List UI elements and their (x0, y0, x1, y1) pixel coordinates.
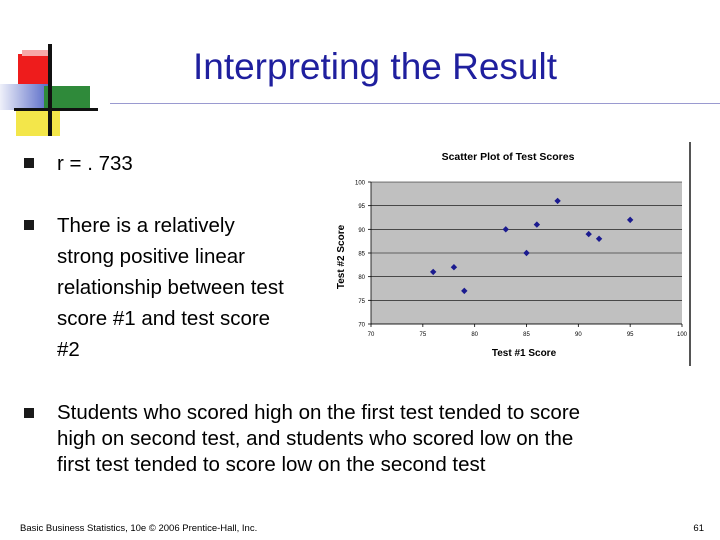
x-tick-label: 70 (368, 332, 375, 338)
bullet-text-2: There is a relatively strong positive li… (57, 214, 284, 361)
y-tick-label: 75 (358, 299, 365, 305)
data-point (502, 226, 509, 233)
x-tick-label: 80 (471, 332, 478, 338)
chart-frame-line (689, 142, 691, 366)
data-point (450, 264, 458, 271)
scatter-chart: Scatter Plot of Test Scores Test #2 Scor… (336, 151, 688, 359)
y-tick-label: 70 (358, 323, 365, 329)
y-tick-label: 85 (358, 252, 365, 258)
footer-citation: Basic Business Statistics, 10e © 2006 Pr… (20, 523, 258, 534)
chart-title: Scatter Plot of Test Scores (442, 151, 575, 163)
x-tick-label: 100 (677, 332, 688, 338)
data-point (595, 235, 603, 242)
x-tick-label: 95 (627, 332, 634, 338)
data-point (523, 249, 530, 257)
bullet-marker (24, 158, 34, 168)
data-point (554, 197, 561, 205)
slide-title: Interpreting the Result (192, 46, 558, 87)
bullet-marker (24, 220, 34, 230)
x-tick-label: 85 (523, 332, 530, 338)
data-point (461, 287, 468, 295)
title-divider (110, 103, 720, 104)
y-tick-label: 95 (358, 204, 365, 210)
y-tick-label: 100 (355, 181, 366, 187)
page-number: 61 (693, 523, 704, 534)
decorative-logo (0, 44, 98, 136)
y-tick-label: 90 (358, 228, 365, 234)
bullet-text-1: r = . 733 (57, 152, 133, 175)
x-tick-label: 90 (575, 332, 582, 338)
x-tick-label: 75 (419, 332, 426, 338)
chart-x-axis-label: Test #1 Score (492, 348, 557, 359)
bullet-text-3: Students who scored high on the first te… (57, 401, 581, 476)
data-point (430, 268, 437, 276)
chart-y-axis-label: Test #2 Score (336, 224, 347, 289)
y-tick-label: 80 (358, 275, 365, 281)
bullet-marker (24, 408, 34, 418)
